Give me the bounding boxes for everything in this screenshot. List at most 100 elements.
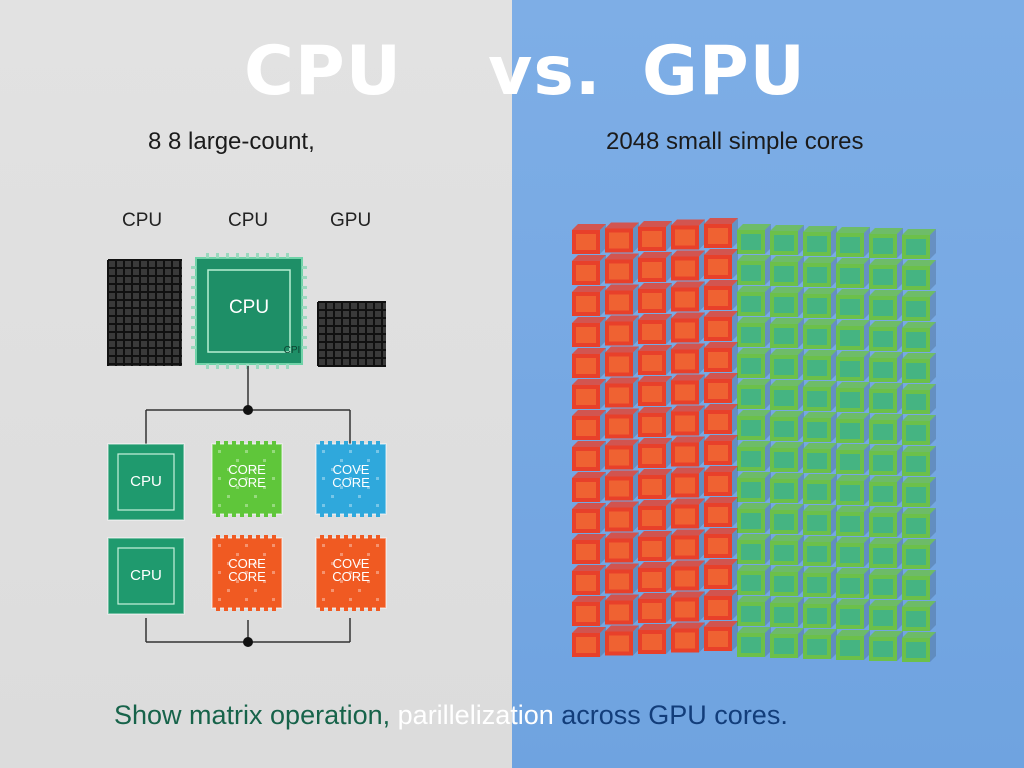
gpu-core-block bbox=[902, 508, 936, 538]
gpu-core-block bbox=[737, 534, 771, 564]
gpu-core-block bbox=[803, 567, 837, 597]
gpu-core-block bbox=[605, 470, 639, 501]
gpu-core-block bbox=[605, 315, 639, 346]
cpu-chip-0 bbox=[107, 443, 185, 521]
connector-lines bbox=[145, 366, 351, 647]
gpu-core-block bbox=[737, 379, 771, 409]
gpu-core-block bbox=[770, 287, 804, 317]
gpu-core-block bbox=[836, 320, 870, 350]
chip-label-2: CPU bbox=[228, 210, 269, 231]
gpu-core-block bbox=[836, 630, 870, 660]
gpu-core-block bbox=[803, 474, 837, 504]
gpu-core-block bbox=[737, 441, 771, 471]
gpu-core-block bbox=[671, 374, 705, 405]
gpu-core-block bbox=[704, 497, 738, 527]
gpu-core-block bbox=[737, 317, 771, 347]
gpu-core-block bbox=[671, 250, 705, 281]
gpu-core-block bbox=[803, 505, 837, 535]
gpu-core-block bbox=[737, 255, 771, 285]
gpu-core-block bbox=[737, 286, 771, 316]
gpu-core-block bbox=[869, 321, 903, 351]
gpu-core-block bbox=[836, 537, 870, 567]
gpu-core-block bbox=[605, 346, 639, 377]
gpu-core-block bbox=[770, 628, 804, 658]
gpu-core-block bbox=[902, 353, 936, 383]
gpu-core-block bbox=[836, 351, 870, 381]
cpu-panel-background bbox=[0, 0, 512, 768]
caption-part-1: Show matrix operation, bbox=[114, 700, 391, 730]
title-vs: vs. bbox=[488, 32, 602, 111]
gpu-core-block bbox=[638, 283, 672, 313]
gpu-core-block bbox=[803, 350, 837, 380]
gpu-core-block bbox=[572, 224, 606, 254]
gpu-core-block bbox=[638, 469, 672, 499]
gpu-core-block bbox=[836, 289, 870, 319]
main-title: CPU vs. GPU bbox=[0, 32, 1024, 112]
gpu-core-block bbox=[770, 411, 804, 441]
gpu-core-block bbox=[902, 632, 936, 662]
cpu-subtitle: 8 8 large-count, bbox=[148, 128, 315, 155]
gpu-core-block bbox=[902, 570, 936, 600]
gpu-core-block bbox=[638, 500, 672, 530]
gpu-core-block bbox=[704, 280, 738, 310]
gpu-core-block bbox=[902, 384, 936, 414]
gpu-core-block bbox=[869, 228, 903, 258]
gpu-core-block bbox=[770, 473, 804, 503]
gpu-core-block bbox=[638, 376, 672, 406]
gpu-core-block bbox=[836, 506, 870, 536]
gpu-core-block bbox=[770, 442, 804, 472]
gpu-core-block bbox=[638, 345, 672, 375]
gpu-core-block bbox=[902, 477, 936, 507]
main-cpu-chip bbox=[191, 253, 307, 369]
gpu-core-block bbox=[770, 504, 804, 534]
gpu-core-block bbox=[638, 593, 672, 623]
chip-label-1: CPU bbox=[122, 210, 163, 231]
gpu-core-block bbox=[803, 381, 837, 411]
core-chip-label-2: COVE CORE bbox=[332, 462, 370, 490]
gpu-core-block bbox=[836, 382, 870, 412]
gpu-core-block bbox=[671, 560, 705, 591]
gpu-core-block bbox=[737, 565, 771, 595]
title-cpu: CPU bbox=[244, 32, 402, 111]
gpu-core-block bbox=[605, 222, 639, 253]
gpu-core-block bbox=[770, 225, 804, 255]
gpu-core-block bbox=[671, 591, 705, 622]
core-chip-label-5: COVE CORE bbox=[332, 556, 370, 584]
gpu-core-block bbox=[605, 377, 639, 408]
core-chip-1 bbox=[211, 441, 283, 517]
gpu-core-block bbox=[836, 568, 870, 598]
gpu-core-block bbox=[638, 314, 672, 344]
gpu-core-block bbox=[803, 288, 837, 318]
core-chip-4 bbox=[211, 535, 283, 611]
gpu-core-block bbox=[836, 227, 870, 257]
gpu-core-block bbox=[704, 373, 738, 403]
gpu-core-block bbox=[704, 404, 738, 434]
gpu-core-block bbox=[671, 467, 705, 498]
gpu-core-block bbox=[902, 322, 936, 352]
caption: Show matrix operation, parillelization a… bbox=[114, 700, 788, 731]
gpu-core-cube bbox=[572, 218, 936, 662]
gpu-core-block bbox=[638, 407, 672, 437]
gpu-core-block bbox=[803, 257, 837, 287]
gpu-core-block bbox=[902, 446, 936, 476]
gpu-core-block bbox=[737, 348, 771, 378]
gpu-core-block bbox=[704, 435, 738, 465]
gpu-core-block bbox=[737, 503, 771, 533]
gpu-core-block bbox=[605, 501, 639, 532]
gpu-core-block bbox=[704, 621, 738, 651]
gpu-core-block bbox=[638, 531, 672, 561]
gpu-core-block bbox=[638, 624, 672, 654]
gpu-core-block bbox=[902, 260, 936, 290]
gpu-core-block bbox=[605, 253, 639, 284]
gpu-core-block bbox=[671, 219, 705, 250]
gpu-core-block bbox=[671, 498, 705, 529]
chip-label-3: GPU bbox=[330, 210, 372, 231]
gpu-core-block bbox=[671, 622, 705, 653]
cpu-chip-3 bbox=[107, 537, 185, 615]
gpu-core-block bbox=[737, 627, 771, 657]
gpu-core-block bbox=[572, 410, 606, 440]
main-chip-label: CPU bbox=[228, 297, 270, 318]
gpu-core-block bbox=[572, 596, 606, 626]
gpu-core-block bbox=[803, 412, 837, 442]
gpu-core-block bbox=[803, 226, 837, 256]
